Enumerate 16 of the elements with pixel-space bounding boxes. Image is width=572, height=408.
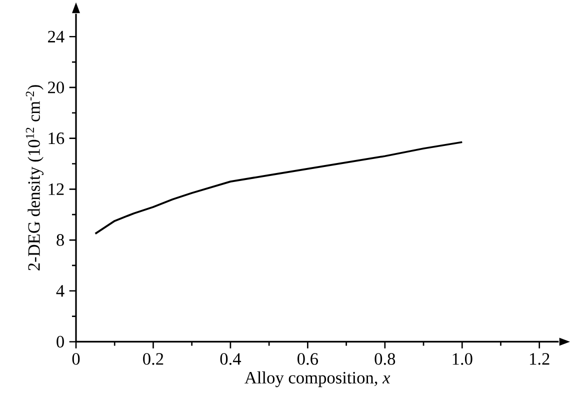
y-tick-label: 4 <box>56 285 64 297</box>
x-tick-label: 0.8 <box>374 353 396 365</box>
x-tick-label: 0.2 <box>143 353 164 365</box>
y-tick-label: 12 <box>48 183 64 195</box>
y-tick-label: 20 <box>48 82 64 94</box>
y-tick-label: 24 <box>48 30 64 42</box>
x-tick-label: 0 <box>72 353 80 365</box>
x-tick-label: 1.0 <box>452 353 472 365</box>
x-tick-label: 0.4 <box>220 353 242 365</box>
x-tick-label: 0.6 <box>298 353 318 365</box>
y-tick-label: 0 <box>56 336 64 348</box>
y-tick-label: 8 <box>56 234 64 246</box>
x-tick-label: 1.2 <box>530 353 550 365</box>
y-axis-title: 2-DEG density (10$^{12}$ cm$^{-2}$) <box>26 85 44 270</box>
y-tick-label: 16 <box>48 132 64 144</box>
x-axis-title: Alloy composition, x <box>244 371 390 388</box>
